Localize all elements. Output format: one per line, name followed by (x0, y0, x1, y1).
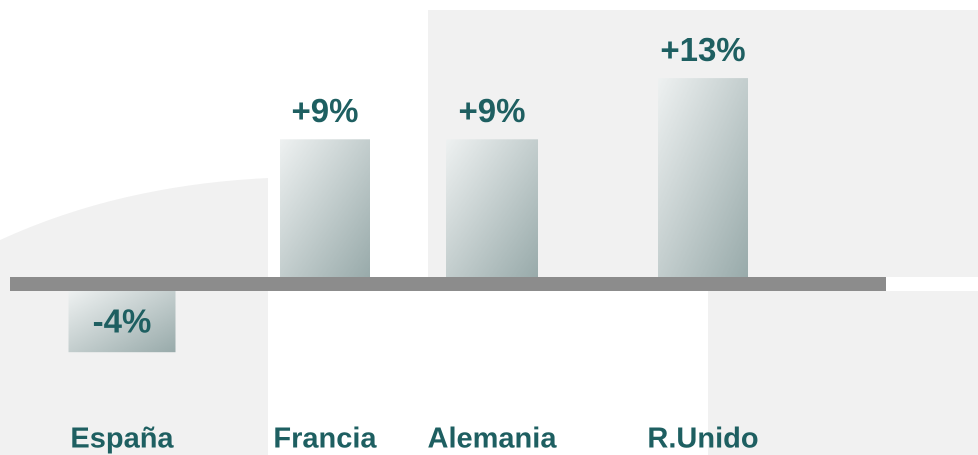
category-label: España (70, 423, 174, 455)
bar (68, 291, 176, 353)
bg-panel (708, 291, 978, 455)
bar (280, 139, 370, 277)
value-label: +13% (660, 31, 745, 68)
value-label: +9% (292, 92, 359, 129)
bar (446, 139, 538, 277)
value-label: -4% (93, 302, 152, 339)
value-label: +9% (459, 92, 526, 129)
category-label: Francia (273, 423, 377, 455)
category-label: Alemania (428, 423, 558, 455)
category-label: R.Unido (647, 423, 758, 455)
bar (658, 78, 748, 277)
baseline (10, 277, 886, 291)
